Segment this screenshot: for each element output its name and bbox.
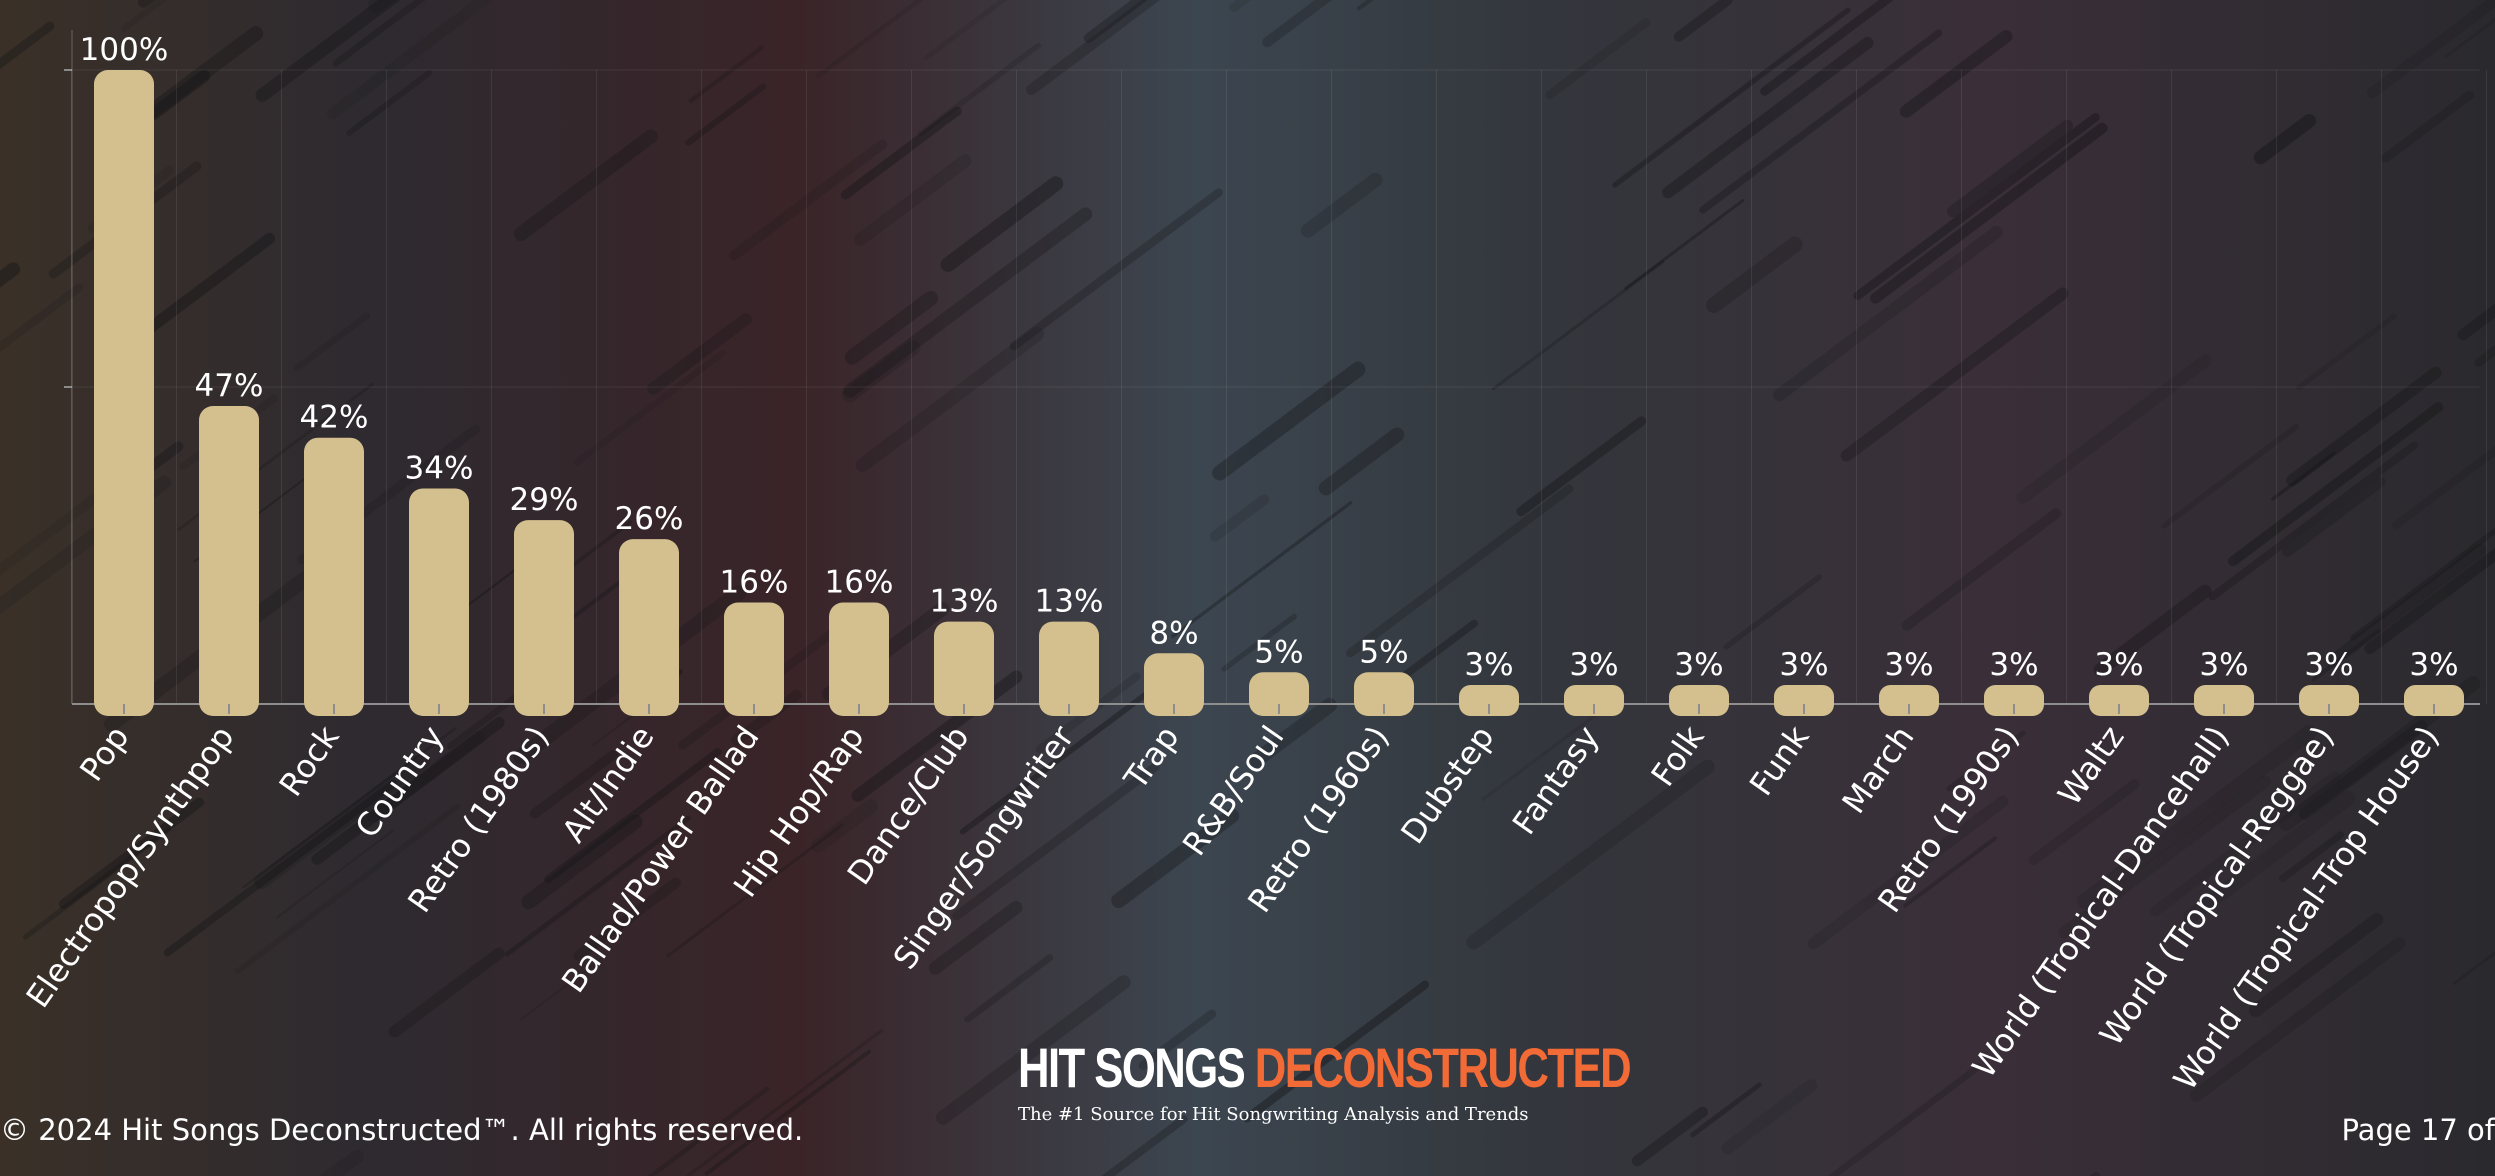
page-number: Page 17 of (2341, 1113, 2495, 1147)
chart-bars (94, 70, 2464, 716)
bar (1354, 672, 1414, 716)
bar (2404, 684, 2464, 716)
copyright-text: © 2024 Hit Songs Deconstructed™. All rig… (0, 1113, 804, 1147)
brand-name-part2: DECONSTRUCTED (1254, 1036, 1632, 1099)
bar (94, 70, 154, 716)
bar-value-label: 8% (1149, 615, 1198, 651)
bar-value-label: 3% (1569, 647, 1618, 683)
bar-value-label: 13% (1035, 584, 1104, 620)
chart-value-labels: 100% 47% 42% 34% 29% 26% 16% 16% 13% 13% 8% 5% 5% 3% 3… (80, 32, 2459, 683)
bar-value-label: 3% (2304, 647, 2353, 683)
x-tick-label: Dubstep (1393, 719, 1501, 851)
x-tick-label: Singer/Songwriter (886, 718, 1083, 976)
x-tick-label: R&B/Soul (1175, 719, 1292, 863)
bar (1249, 672, 1309, 716)
bar-value-label: 47% (195, 368, 264, 404)
bar (934, 621, 994, 716)
x-tick-label: Folk (1644, 718, 1712, 793)
bar (409, 488, 469, 716)
bar (1879, 684, 1939, 716)
x-tick-label: March (1834, 719, 1921, 821)
bar-value-label: 3% (1674, 647, 1723, 683)
x-tick-label: Waltz (2050, 719, 2131, 812)
x-tick-label: Funk (1742, 718, 1817, 802)
x-tick-label: Electropop/Synthpop (19, 719, 242, 1015)
x-tick-label: Country (348, 719, 452, 845)
bar (1144, 653, 1204, 716)
bar (514, 520, 574, 716)
bar (829, 602, 889, 716)
bar-value-label: 100% (80, 32, 169, 68)
bar (2089, 684, 2149, 716)
x-tick-label: Trap (1116, 719, 1187, 797)
bar (1459, 684, 1519, 716)
bar-value-label: 13% (930, 584, 999, 620)
bar-value-label: 3% (1989, 647, 2038, 683)
bar (304, 437, 364, 716)
bar-value-label: 34% (405, 450, 474, 486)
bar (1564, 684, 1624, 716)
bar (199, 406, 259, 716)
bar-value-label: 16% (720, 565, 789, 601)
brand-name: HIT SONGS DECONSTRUCTED (1018, 1036, 1632, 1100)
bar-value-label: 3% (2409, 647, 2458, 683)
bar-value-label: 42% (300, 400, 369, 436)
bar-value-label: 5% (1359, 634, 1408, 670)
bar-value-label: 26% (615, 501, 684, 537)
bar-value-label: 5% (1254, 634, 1303, 670)
x-tick-label: Rock (272, 718, 347, 803)
brand-tagline: The #1 Source for Hit Songwriting Analys… (1018, 1104, 1529, 1125)
bar (2299, 684, 2359, 716)
bar (1774, 684, 1834, 716)
x-tick-label: Alt/Indie (554, 719, 661, 850)
bar-value-label: 3% (1779, 647, 1828, 683)
x-tick-label: Pop (72, 719, 136, 788)
bar-value-label: 16% (825, 565, 894, 601)
chart-grid (64, 30, 2487, 705)
brand-logo: HIT SONGS DECONSTRUCTED The #1 Source fo… (1018, 1036, 1803, 1125)
bar-value-label: 3% (2199, 647, 2248, 683)
bar (1039, 621, 1099, 716)
brand-name-part1: HIT SONGS (1018, 1036, 1255, 1099)
bar (2194, 684, 2254, 716)
x-tick-label: Ballad/Power Ballad (554, 719, 767, 1000)
bar (724, 602, 784, 716)
bar-value-label: 3% (2094, 647, 2143, 683)
x-tick-label: Fantasy (1505, 719, 1607, 842)
bar-value-label: 3% (1464, 647, 1513, 683)
bar (1669, 684, 1729, 716)
bar-value-label: 3% (1884, 647, 1933, 683)
bar (619, 539, 679, 716)
bar-value-label: 29% (510, 482, 579, 518)
bar (1984, 684, 2044, 716)
